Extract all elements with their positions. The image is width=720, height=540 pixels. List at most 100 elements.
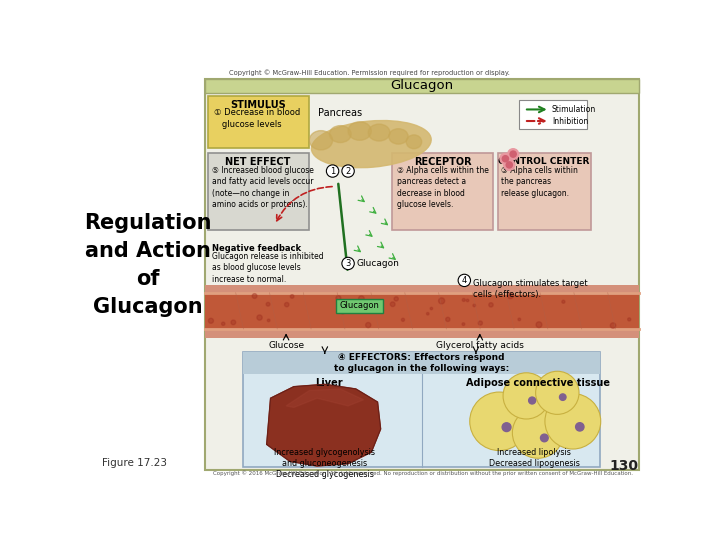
FancyBboxPatch shape	[208, 96, 309, 148]
Circle shape	[478, 321, 482, 325]
Circle shape	[562, 300, 565, 303]
Circle shape	[338, 303, 343, 308]
Text: CONTROL CENTER: CONTROL CENTER	[498, 157, 590, 166]
Circle shape	[518, 318, 521, 321]
Text: Glucagon: Glucagon	[390, 79, 454, 92]
Circle shape	[536, 322, 542, 328]
Circle shape	[541, 434, 548, 442]
Circle shape	[467, 299, 469, 302]
Polygon shape	[266, 384, 381, 466]
Circle shape	[372, 301, 377, 306]
Circle shape	[426, 313, 429, 315]
Circle shape	[390, 302, 395, 307]
Circle shape	[611, 323, 616, 328]
Circle shape	[222, 322, 225, 326]
Circle shape	[506, 162, 513, 168]
Ellipse shape	[348, 122, 372, 140]
Circle shape	[446, 318, 450, 321]
Text: Increased lipolysis
Decreased lipogenesis: Increased lipolysis Decreased lipogenesi…	[489, 448, 580, 468]
Text: Inhibition: Inhibition	[552, 117, 588, 125]
Text: Pancreas: Pancreas	[318, 108, 362, 118]
Circle shape	[257, 315, 262, 320]
Text: Increased glycogenolysis
and gluconeogenesis
Decreased glycogenesis: Increased glycogenolysis and gluconeogen…	[274, 448, 375, 480]
Circle shape	[231, 320, 235, 325]
Circle shape	[559, 394, 566, 400]
Text: Glucagon stimulates target
cells (effectors).: Glucagon stimulates target cells (effect…	[473, 279, 588, 299]
Text: Regulation
and Action
of
Glucagon: Regulation and Action of Glucagon	[84, 213, 212, 317]
Circle shape	[508, 293, 513, 299]
Circle shape	[267, 319, 270, 322]
Circle shape	[252, 294, 257, 299]
Text: Glucagon: Glucagon	[340, 301, 379, 310]
Text: ② Alpha cells within the
pancreas detect a
decrease in blood
glucose levels.: ② Alpha cells within the pancreas detect…	[397, 166, 489, 209]
Text: RECEPTOR: RECEPTOR	[414, 157, 472, 167]
Circle shape	[575, 423, 584, 431]
Circle shape	[545, 394, 600, 449]
Circle shape	[513, 408, 564, 458]
Ellipse shape	[330, 126, 351, 143]
Text: Stimulation: Stimulation	[552, 105, 596, 114]
Circle shape	[462, 323, 465, 326]
Text: ③ Alpha cells within
the pancreas
release glucagon.: ③ Alpha cells within the pancreas releas…	[500, 166, 577, 198]
Circle shape	[528, 397, 536, 404]
Ellipse shape	[368, 124, 390, 141]
Circle shape	[469, 392, 528, 450]
FancyBboxPatch shape	[336, 299, 383, 313]
Circle shape	[462, 299, 465, 301]
FancyBboxPatch shape	[243, 352, 600, 374]
FancyBboxPatch shape	[204, 329, 639, 338]
FancyBboxPatch shape	[243, 352, 600, 467]
Text: Adipose connective tissue: Adipose connective tissue	[466, 378, 610, 388]
Text: Figure 17.23: Figure 17.23	[102, 457, 166, 468]
Circle shape	[500, 153, 510, 164]
Text: Glucagon release is inhibited
as blood glucose levels
increase to normal.: Glucagon release is inhibited as blood g…	[212, 252, 324, 284]
Circle shape	[366, 322, 371, 328]
Text: Negative feedback: Negative feedback	[212, 244, 302, 253]
Text: 4: 4	[462, 276, 467, 285]
Circle shape	[208, 318, 213, 323]
Ellipse shape	[406, 135, 422, 148]
Text: Copyright © McGraw-Hill Education. Permission required for reproduction or displ: Copyright © McGraw-Hill Education. Permi…	[228, 70, 510, 76]
Text: Liver: Liver	[315, 378, 343, 388]
Text: Glucagon: Glucagon	[356, 259, 400, 268]
FancyBboxPatch shape	[208, 153, 309, 230]
Ellipse shape	[312, 120, 431, 168]
Ellipse shape	[310, 131, 333, 150]
Text: Glucose: Glucose	[268, 341, 304, 350]
Polygon shape	[286, 389, 364, 408]
Circle shape	[504, 159, 515, 170]
Circle shape	[342, 257, 354, 269]
Text: Copyright © 2016 McGraw-Hill Education. All rights reserved. No reproduction or : Copyright © 2016 McGraw-Hill Education. …	[213, 470, 634, 476]
Circle shape	[359, 302, 363, 306]
FancyBboxPatch shape	[204, 79, 639, 92]
Circle shape	[510, 151, 516, 157]
Circle shape	[336, 295, 341, 301]
Text: 3: 3	[346, 259, 351, 268]
Circle shape	[430, 307, 433, 310]
FancyBboxPatch shape	[204, 293, 639, 329]
Text: ⑤ Increased blood glucose
and fatty acid levels occur
(note—no change in
amino a: ⑤ Increased blood glucose and fatty acid…	[212, 166, 315, 209]
FancyBboxPatch shape	[518, 100, 587, 130]
Text: NET EFFECT: NET EFFECT	[225, 157, 291, 167]
Circle shape	[342, 165, 354, 177]
FancyBboxPatch shape	[392, 153, 493, 230]
FancyBboxPatch shape	[204, 285, 639, 294]
FancyBboxPatch shape	[498, 153, 590, 230]
Text: ④ EFFECTORS: Effectors respond
to glucagon in the following ways:: ④ EFFECTORS: Effectors respond to glucag…	[334, 353, 509, 373]
Circle shape	[438, 298, 445, 304]
Ellipse shape	[389, 129, 408, 144]
Circle shape	[503, 373, 549, 419]
Text: STIMULUS: STIMULUS	[230, 100, 286, 110]
Circle shape	[502, 423, 511, 431]
Circle shape	[489, 303, 493, 307]
Circle shape	[326, 165, 339, 177]
Circle shape	[290, 295, 294, 298]
Circle shape	[508, 148, 518, 159]
Circle shape	[266, 302, 270, 306]
Circle shape	[402, 318, 405, 321]
FancyBboxPatch shape	[204, 79, 639, 470]
Circle shape	[340, 308, 346, 314]
Text: 130: 130	[610, 459, 639, 473]
Circle shape	[458, 274, 471, 287]
Circle shape	[284, 302, 289, 307]
